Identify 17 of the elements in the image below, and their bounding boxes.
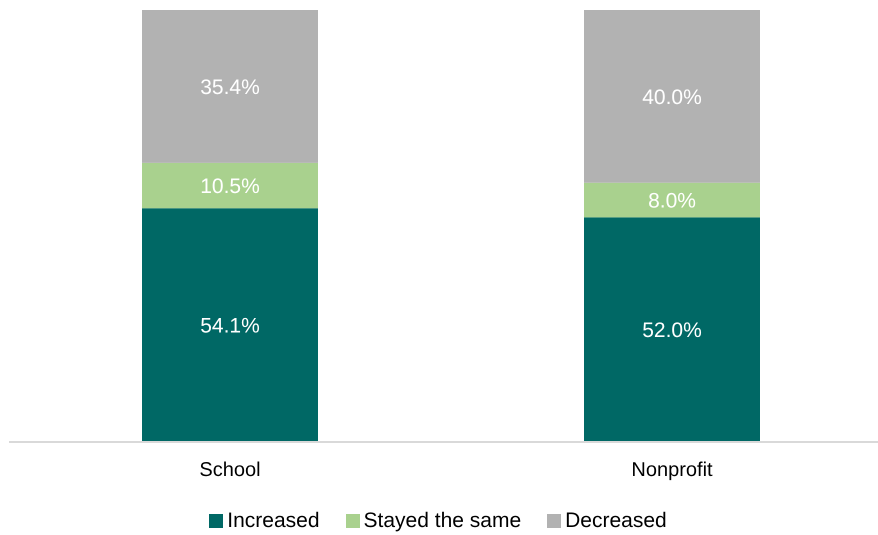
data-label: 54.1% — [200, 314, 260, 338]
data-label: 35.4% — [200, 76, 260, 99]
bar — [584, 182, 760, 218]
legend-label: Increased — [227, 509, 320, 532]
bar — [142, 10, 318, 163]
bar — [142, 208, 318, 442]
legend-label: Stayed the same — [364, 509, 522, 532]
data-label: 10.5% — [200, 175, 260, 198]
data-label: 8.0% — [648, 190, 696, 213]
data-label: 52.0% — [642, 319, 702, 342]
x-tick-label: Nonprofit — [631, 459, 714, 482]
bar — [584, 10, 760, 183]
x-tick-label: School — [199, 459, 261, 482]
data-label: 40.0% — [642, 86, 702, 109]
bar — [142, 162, 318, 208]
bar — [584, 217, 760, 442]
legend-label: Decreased — [565, 509, 667, 532]
